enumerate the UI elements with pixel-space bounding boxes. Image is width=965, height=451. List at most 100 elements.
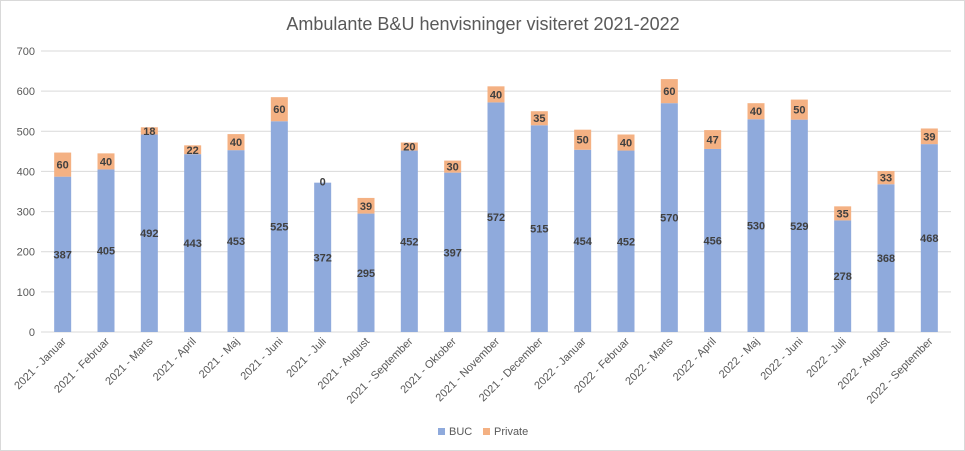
data-label-buc: 530 [747,221,765,233]
bar-private [574,129,592,150]
bar-private [617,134,635,151]
x-tick-label: 2021 - Juli [284,336,328,380]
data-label-buc: 452 [400,236,418,248]
bar-buc [747,119,765,332]
x-tick-label: 2022 - Juli [804,336,848,380]
x-tick-label: 2022 - Marts [623,335,675,387]
bar-private [920,128,938,145]
data-label-private: 40 [750,106,762,118]
y-tick-label: 700 [17,46,35,58]
y-tick-label: 300 [17,207,35,219]
data-label-buc: 405 [97,246,115,258]
bar-buc [314,182,332,332]
data-label-buc: 529 [790,221,808,233]
bar-buc [704,148,722,332]
x-tick-label: 2022 - Maj [717,336,762,381]
legend-label-buc: BUC [449,426,472,438]
bar-buc [920,144,938,332]
bar-private [400,142,418,151]
y-axis-ticks: 0 100 200 300 400 500 600 700 [17,46,35,339]
data-label-private: 33 [880,173,892,185]
data-label-buc: 525 [270,222,288,234]
bar-buc [270,121,288,332]
bar-private [530,111,548,126]
x-tick-label: 2021 - Juni [238,336,285,383]
data-label-private: 40 [230,137,242,149]
bar-private [184,145,202,155]
bar-private [660,79,678,104]
bar-private [140,127,158,135]
bar-buc [54,176,72,332]
y-tick-label: 100 [17,287,35,299]
x-tick-label: 2021 - Maj [197,336,242,381]
bar-private [444,160,462,173]
data-label-buc: 468 [920,233,938,245]
bar-buc [487,102,505,332]
bar-buc [97,169,115,332]
data-label-buc: 572 [487,212,505,224]
bar-private [357,197,375,214]
legend-swatch-private [483,428,490,435]
data-label-buc: 515 [530,224,548,236]
data-label-private: 0 [320,177,326,189]
bar-buc [660,103,678,332]
bar-private [877,171,895,185]
x-tick-label: 2022 - April [671,336,719,384]
data-label-buc: 278 [833,271,851,283]
bar-private [54,152,72,177]
data-label-private: 22 [187,145,199,157]
bar-buc [530,125,548,332]
data-label-buc: 453 [227,236,245,248]
legend-swatch-buc [438,428,445,435]
legend: BUC Private [438,426,528,438]
y-tick-label: 500 [17,126,35,138]
data-label-private: 30 [447,162,459,174]
data-label-private: 40 [100,156,112,168]
data-label-buc: 454 [573,236,592,248]
data-label-private: 50 [577,135,589,147]
bar-buc [357,213,375,332]
bar-buc [617,150,635,332]
data-label-buc: 368 [877,253,895,265]
bar-buc [400,150,418,332]
y-tick-label: 400 [17,166,35,178]
bar-private [747,103,765,120]
data-label-private: 20 [403,142,415,154]
y-tick-label: 200 [17,247,35,259]
bar-buc [834,220,852,332]
legend-label-private: Private [494,426,528,438]
bar-private [834,206,852,221]
data-label-private: 60 [663,86,675,98]
bar-private [97,153,115,170]
data-label-private: 39 [360,201,372,213]
bar-buc [574,149,592,332]
bar-buc [227,150,245,332]
x-tick-label: 2022 - Juni [758,336,805,383]
x-tick-label: 2021 - April [151,336,199,384]
data-label-private: 60 [57,160,69,172]
data-label-private: 60 [273,104,285,116]
data-label-private: 40 [620,138,632,150]
bars [54,79,938,332]
data-label-buc: 397 [443,247,461,259]
data-label-buc: 387 [53,249,71,261]
bar-buc [444,172,462,332]
bar-private [790,99,808,120]
data-label-buc: 492 [140,228,158,240]
chart-title: Ambulante B&U henvisninger visiteret 202… [286,14,679,34]
data-label-buc: 295 [357,268,375,280]
data-label-private: 40 [490,89,502,101]
bar-private [270,97,288,122]
bar-private [227,134,245,151]
data-labels: 387 60 405 40 492 18 443 22 453 40 525 60 372 0 295 39 4… [53,86,938,283]
x-tick-label: 2021 - Marts [103,335,155,387]
data-label-buc: 570 [660,213,678,225]
bar-buc [140,134,158,332]
y-tick-label: 600 [17,86,35,98]
data-label-private: 50 [793,105,805,117]
bar-buc [877,184,895,332]
data-label-buc: 372 [313,252,331,264]
